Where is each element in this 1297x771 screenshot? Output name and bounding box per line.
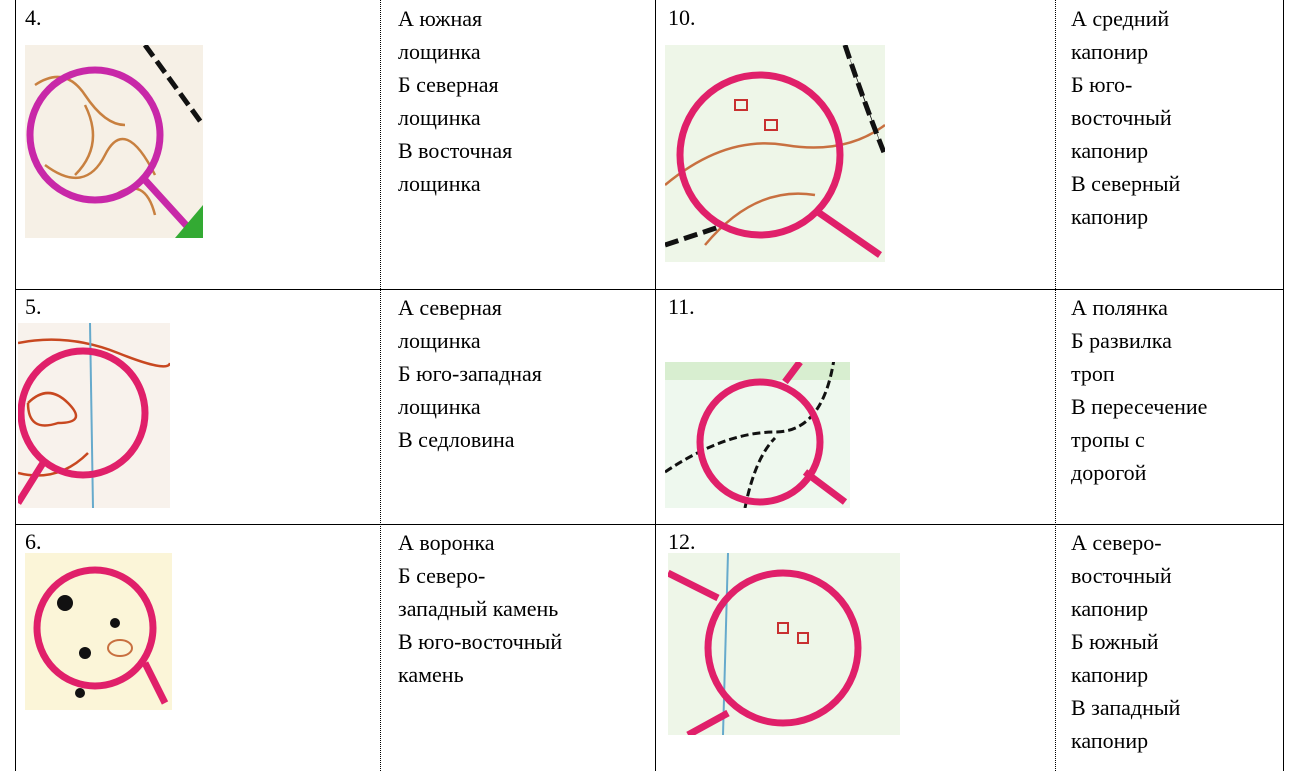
row-line	[15, 524, 1283, 525]
answer-line: дорогой	[1071, 460, 1147, 485]
answer-line: тропы с	[1071, 427, 1145, 452]
answer-line: Б северо-	[398, 563, 486, 588]
answer-line: восточный	[1071, 563, 1172, 588]
question-number: 4.	[25, 5, 42, 30]
map-image	[665, 362, 850, 508]
answer-line: В юго-восточный	[398, 629, 563, 654]
question-number: 6.	[25, 529, 42, 554]
answer-line: Б юго-	[1071, 72, 1133, 97]
answer-line: лощинка	[398, 39, 481, 64]
question-number: 5.	[25, 294, 42, 319]
answer-line: Б южный	[1071, 629, 1159, 654]
answer-line: В северный	[1071, 171, 1181, 196]
answer-line: камень	[398, 662, 464, 687]
answer-line: В западный	[1071, 695, 1181, 720]
answer-line: капонир	[1071, 138, 1149, 163]
divider	[1055, 0, 1056, 771]
divider	[655, 0, 656, 771]
answer-line: А средний	[1071, 6, 1170, 31]
border	[1283, 0, 1284, 771]
answer-line: А полянка	[1071, 295, 1168, 320]
answer-line: западный камень	[398, 596, 559, 621]
answer-line: капонир	[1071, 39, 1149, 64]
answer-line: капонир	[1071, 204, 1149, 229]
question-number: 12.	[668, 529, 696, 554]
map-image	[25, 553, 172, 710]
answer-line: капонир	[1071, 662, 1149, 687]
answer-line: троп	[1071, 361, 1115, 386]
answer-line: А воронка	[398, 530, 495, 555]
answer-line: лощинка	[398, 328, 481, 353]
answer-line: лощинка	[398, 171, 481, 196]
answer-line: лощинка	[398, 394, 481, 419]
map-image	[18, 323, 170, 508]
border	[15, 0, 16, 771]
question-number: 11.	[668, 294, 695, 319]
answer-line: В пересечение	[1071, 394, 1208, 419]
answer-line: капонир	[1071, 596, 1149, 621]
row-line	[15, 289, 1283, 290]
answer-line: капонир	[1071, 728, 1149, 753]
divider	[380, 0, 381, 771]
map-image	[25, 45, 203, 238]
answer-line: Б развилка	[1071, 328, 1172, 353]
map-image	[665, 45, 885, 262]
question-number: 10.	[668, 5, 696, 30]
answer-line: В восточная	[398, 138, 513, 163]
answer-line: А северная	[398, 295, 502, 320]
answer-line: Б северная	[398, 72, 499, 97]
answer-line: А северо-	[1071, 530, 1162, 555]
answer-line: А южная	[398, 6, 483, 31]
answer-line: восточный	[1071, 105, 1172, 130]
answer-line: лощинка	[398, 105, 481, 130]
map-image	[668, 553, 900, 735]
answer-line: В седловина	[398, 427, 515, 452]
answer-line: Б юго-западная	[398, 361, 542, 386]
